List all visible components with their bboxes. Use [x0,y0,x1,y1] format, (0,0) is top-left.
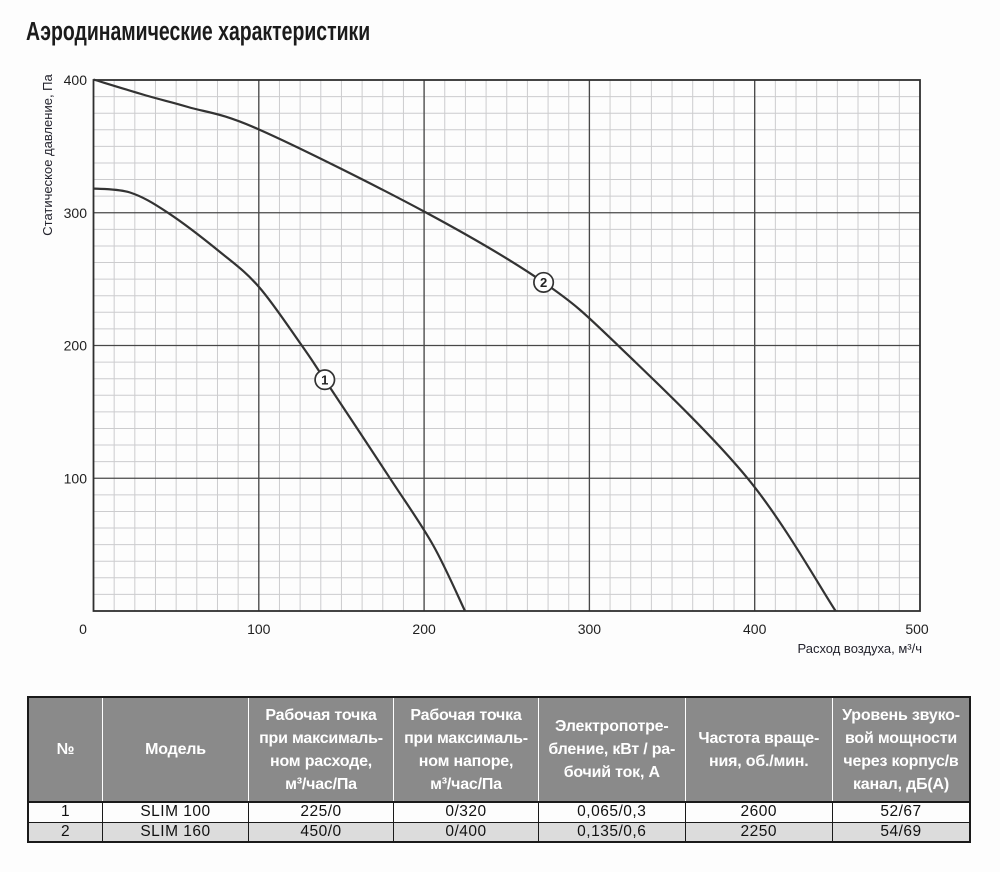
svg-text:Расход воздуха, м³/ч: Расход воздуха, м³/ч [797,641,922,656]
svg-text:400: 400 [743,621,767,637]
svg-text:2: 2 [540,275,547,290]
svg-text:300: 300 [64,205,88,221]
svg-text:100: 100 [64,470,88,486]
svg-text:500: 500 [905,621,929,637]
svg-text:200: 200 [412,621,436,637]
svg-text:0: 0 [79,621,87,637]
svg-text:300: 300 [578,621,602,637]
svg-text:1: 1 [321,372,328,387]
svg-text:Статическое давление, Па: Статическое давление, Па [40,74,55,236]
svg-text:200: 200 [64,338,88,354]
svg-text:100: 100 [247,621,271,637]
svg-text:400: 400 [64,72,88,88]
